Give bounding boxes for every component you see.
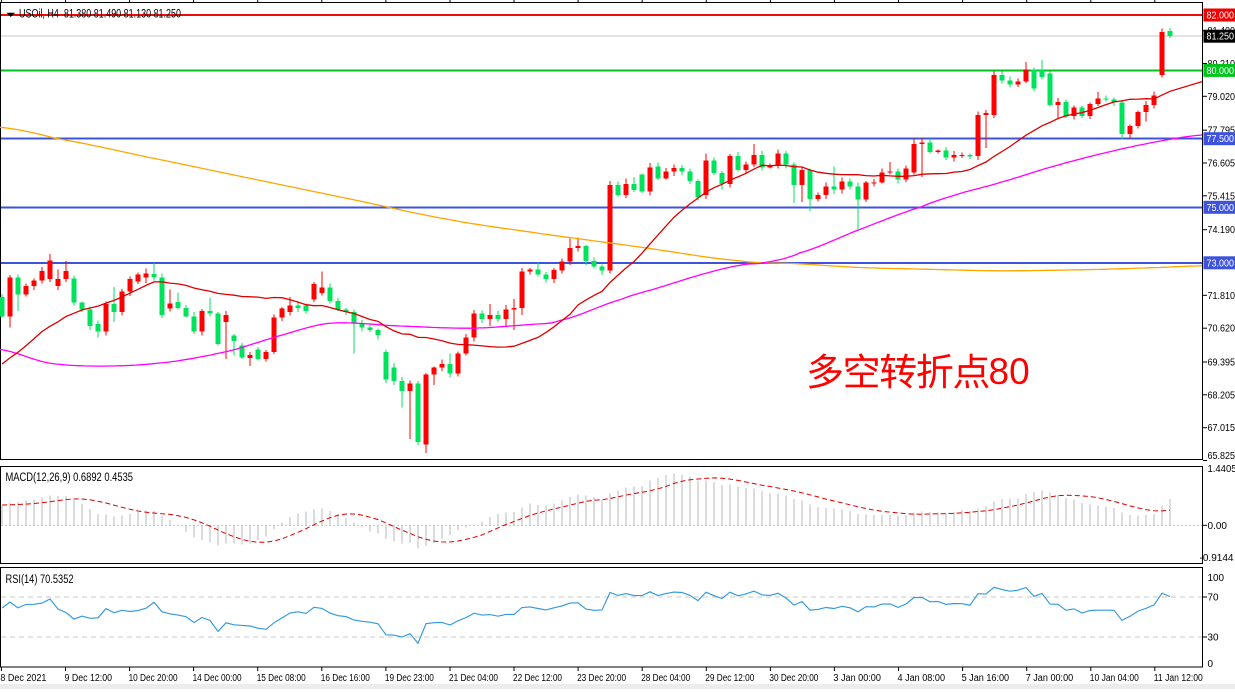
svg-text:70.620: 70.620 bbox=[1208, 323, 1235, 335]
svg-text:67.015: 67.015 bbox=[1208, 422, 1235, 434]
svg-text:MACD(12,26,9) 0.6892 0.4535: MACD(12,26,9) 0.6892 0.4535 bbox=[6, 472, 134, 484]
svg-text:75.000: 75.000 bbox=[1207, 202, 1235, 214]
svg-text:30: 30 bbox=[1208, 632, 1219, 644]
svg-text:80.000: 80.000 bbox=[1207, 65, 1235, 77]
svg-text:0: 0 bbox=[1208, 658, 1214, 670]
svg-text:14 Dec 00:00: 14 Dec 00:00 bbox=[193, 673, 242, 684]
svg-text:29 Dec 12:00: 29 Dec 12:00 bbox=[705, 673, 754, 684]
svg-text:71.810: 71.810 bbox=[1208, 290, 1235, 302]
svg-text:4 Jan 08:00: 4 Jan 08:00 bbox=[898, 673, 946, 684]
svg-text:77.500: 77.500 bbox=[1207, 133, 1235, 145]
svg-text:79.020: 79.020 bbox=[1208, 91, 1235, 103]
svg-text:75.415: 75.415 bbox=[1208, 190, 1235, 202]
svg-text:73.000: 73.000 bbox=[1207, 257, 1235, 269]
svg-text:100: 100 bbox=[1208, 572, 1225, 584]
svg-text:30 Dec 20:00: 30 Dec 20:00 bbox=[769, 673, 818, 684]
svg-text:0.00: 0.00 bbox=[1208, 520, 1228, 532]
svg-text:23 Dec 20:00: 23 Dec 20:00 bbox=[577, 673, 626, 684]
svg-text:74.190: 74.190 bbox=[1208, 224, 1235, 236]
svg-text:70: 70 bbox=[1208, 592, 1219, 604]
svg-text:USOil, H4 81.380 81.490 81.13: USOil, H4 81.380 81.490 81.130 81.250 bbox=[19, 9, 181, 21]
svg-text:7 Jan 00:00: 7 Jan 00:00 bbox=[1026, 673, 1074, 684]
svg-text:68.205: 68.205 bbox=[1208, 389, 1235, 401]
svg-text:76.605: 76.605 bbox=[1208, 158, 1235, 170]
svg-text:65.825: 65.825 bbox=[1208, 450, 1235, 462]
svg-text:15 Dec 08:00: 15 Dec 08:00 bbox=[257, 673, 306, 684]
svg-text:19 Dec 23:00: 19 Dec 23:00 bbox=[385, 673, 434, 684]
svg-text:11 Jan 12:00: 11 Jan 12:00 bbox=[1154, 673, 1203, 684]
svg-text:RSI(14) 70.5352: RSI(14) 70.5352 bbox=[6, 574, 74, 586]
svg-text:69.395: 69.395 bbox=[1208, 357, 1235, 369]
svg-text:1.4405: 1.4405 bbox=[1208, 463, 1235, 475]
svg-text:81.250: 81.250 bbox=[1207, 31, 1235, 43]
svg-text:-0.9144: -0.9144 bbox=[1200, 552, 1234, 564]
svg-text:22 Dec 12:00: 22 Dec 12:00 bbox=[513, 673, 562, 684]
svg-text:5 Jan 16:00: 5 Jan 16:00 bbox=[962, 673, 1010, 684]
svg-text:82.000: 82.000 bbox=[1207, 10, 1235, 22]
svg-text:3 Jan 00:00: 3 Jan 00:00 bbox=[833, 673, 881, 684]
svg-text:28 Dec 04:00: 28 Dec 04:00 bbox=[641, 673, 690, 684]
svg-text:16 Dec 16:00: 16 Dec 16:00 bbox=[321, 673, 370, 684]
svg-text:80: 80 bbox=[989, 351, 1030, 392]
svg-text:9 Dec 12:00: 9 Dec 12:00 bbox=[65, 673, 113, 684]
svg-text:8 Dec 2021: 8 Dec 2021 bbox=[0, 673, 46, 684]
svg-text:10 Jan 04:00: 10 Jan 04:00 bbox=[1090, 673, 1139, 684]
svg-text:10 Dec 20:00: 10 Dec 20:00 bbox=[129, 673, 178, 684]
svg-text:21 Dec 04:00: 21 Dec 04:00 bbox=[449, 673, 498, 684]
